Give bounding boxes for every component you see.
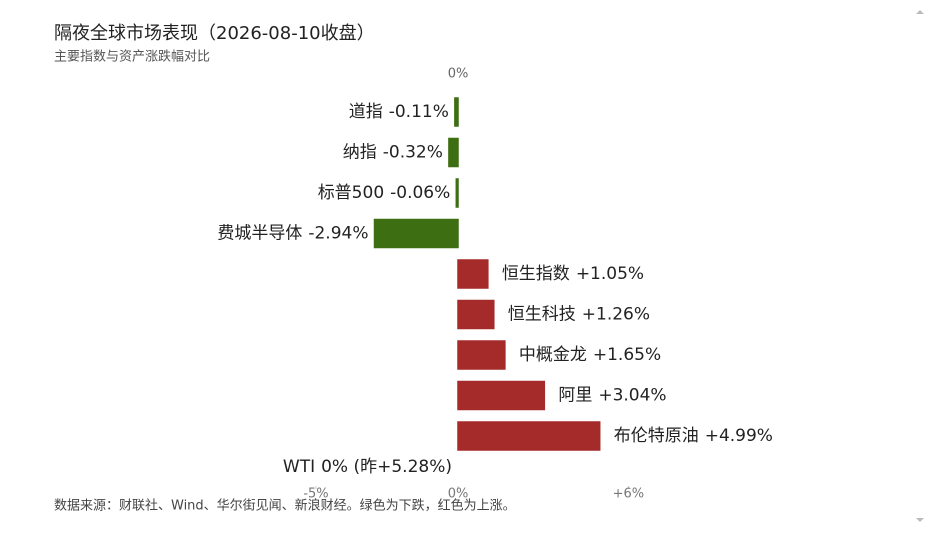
category-label: 中概金龙: [519, 345, 587, 365]
value-label: -0.32%: [383, 143, 443, 163]
value-label: 0% (昨+5.28%): [321, 457, 452, 477]
chart-title: 隔夜全球市场表现（2026-08-10收盘）: [54, 23, 375, 44]
value-label: +1.26%: [582, 305, 650, 325]
x-tick-label: -5%: [303, 487, 328, 502]
bar: [457, 421, 601, 451]
bar-label: 布伦特原油 +4.99%: [614, 426, 773, 446]
bar-label: 道指 -0.11%: [349, 102, 449, 122]
scroll-arrows: [916, 10, 924, 522]
value-label: +1.05%: [576, 264, 644, 284]
bar: [457, 299, 495, 330]
bar: [457, 259, 489, 289]
bar: [457, 340, 506, 370]
category-label: 费城半导体: [217, 224, 302, 244]
bar-label: WTI 0% (昨+5.28%): [283, 457, 452, 477]
category-label: 道指: [349, 102, 383, 122]
bar-label: 恒生科技 +1.26%: [508, 305, 650, 325]
bar: [373, 218, 459, 249]
value-label: -0.06%: [390, 183, 450, 203]
bar: [448, 137, 459, 168]
category-label: 恒生指数: [502, 264, 570, 284]
x-tick-label: +6%: [613, 487, 645, 502]
footnote: 数据来源：财联社、Wind、华尔街见闻、新浪财经。绿色为下跌，红色为上涨。: [54, 498, 516, 514]
bar-label: 纳指 -0.32%: [343, 143, 443, 163]
bar-label: 标普500 -0.06%: [318, 183, 451, 203]
value-label: -0.11%: [389, 102, 449, 122]
value-label: -2.94%: [308, 224, 368, 244]
category-label: 纳指: [343, 143, 377, 163]
category-label: 恒生科技: [508, 305, 576, 325]
x-tick-label: 0%: [448, 487, 469, 502]
bar-label: 阿里 +3.04%: [558, 386, 666, 406]
category-label: 阿里: [558, 386, 592, 406]
bar-label: 中概金龙 +1.65%: [519, 345, 661, 365]
top-zero-label: 0%: [448, 67, 469, 82]
bar-label: 费城半导体 -2.94%: [217, 224, 368, 244]
value-label: +3.04%: [598, 386, 666, 406]
category-label: 布伦特原油: [614, 426, 699, 446]
chart-subtitle: 主要指数与资产涨跌幅对比: [54, 49, 210, 65]
bar-label: 恒生指数 +1.05%: [502, 264, 644, 284]
bar: [454, 97, 459, 127]
value-label: +4.99%: [705, 426, 773, 446]
category-label: 标普500: [318, 183, 384, 203]
value-label: +1.65%: [593, 345, 661, 365]
bar: [455, 178, 459, 208]
category-label: WTI: [283, 457, 315, 477]
bar: [457, 380, 546, 411]
